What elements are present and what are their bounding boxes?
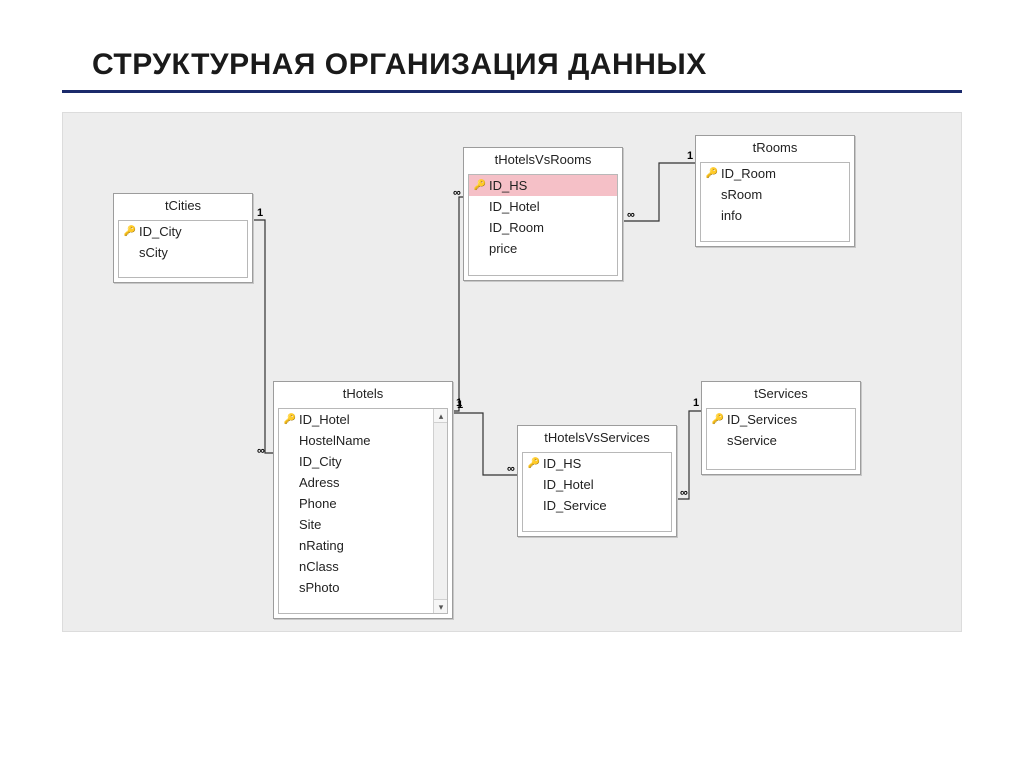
field-name: ID_Room — [721, 166, 776, 181]
field-name: price — [489, 241, 517, 256]
field-row[interactable]: 🔑ID_HS — [523, 453, 671, 474]
field-name: Site — [299, 517, 321, 532]
cardinality-label: ∞ — [625, 209, 637, 221]
field-row[interactable]: ID_Service — [523, 495, 671, 516]
field-row[interactable]: ID_Hotel — [469, 196, 617, 217]
field-row[interactable]: HostelName — [279, 430, 433, 451]
field-list: 🔑ID_HS ID_Hotel ID_Roomprice — [468, 174, 618, 276]
key-icon: 🔑 — [123, 226, 137, 237]
field-name: sRoom — [721, 187, 762, 202]
field-row[interactable]: nClass — [279, 556, 433, 577]
field-row[interactable]: 🔑ID_Services — [707, 409, 855, 430]
field-row[interactable]: sService — [707, 430, 855, 451]
cardinality-label: ∞ — [678, 487, 690, 499]
field-name: sCity — [139, 245, 168, 260]
field-name: nRating — [299, 538, 344, 553]
field-name: ID_HS — [489, 178, 527, 193]
field-row[interactable]: Adress — [279, 472, 433, 493]
field-name: ID_Services — [727, 412, 797, 427]
field-name: nClass — [299, 559, 339, 574]
field-name: Adress — [299, 475, 339, 490]
field-row[interactable]: sPhoto — [279, 577, 433, 598]
cardinality-label: 1 — [685, 150, 695, 162]
field-name: ID_City — [139, 224, 182, 239]
field-name: ID_Hotel — [299, 412, 350, 427]
field-name: info — [721, 208, 742, 223]
field-list: 🔑ID_Room sRoom info — [700, 162, 850, 242]
table-tServices[interactable]: tServices 🔑ID_Services sService — [701, 381, 861, 475]
table-title: tHotelsVsRooms — [464, 148, 622, 170]
field-row[interactable]: sRoom — [701, 184, 849, 205]
scrollbar[interactable]: ▴▾ — [433, 409, 447, 613]
field-row[interactable]: sCity — [119, 242, 247, 263]
field-row[interactable]: nRating — [279, 535, 433, 556]
field-row[interactable]: ID_City — [279, 451, 433, 472]
table-tCities[interactable]: tCities 🔑ID_City sCity — [113, 193, 253, 283]
relationship-line — [253, 220, 273, 453]
field-row[interactable]: info — [701, 205, 849, 226]
field-name: ID_City — [299, 454, 342, 469]
field-row[interactable]: 🔑ID_Room — [701, 163, 849, 184]
er-diagram: tCities🔑ID_CitysCitytHotelsVsRooms🔑ID_HS… — [62, 112, 962, 632]
key-icon: 🔑 — [527, 458, 541, 469]
cardinality-label: ∞ — [451, 187, 463, 199]
table-title: tHotels — [274, 382, 452, 404]
scroll-down-icon[interactable]: ▾ — [434, 599, 448, 613]
table-tHotels[interactable]: tHotels 🔑ID_Hotel HostelName ID_City Adress P… — [273, 381, 453, 619]
field-row[interactable]: Phone — [279, 493, 433, 514]
cardinality-label: 1 — [691, 397, 701, 409]
field-list: 🔑ID_Hotel HostelName ID_City Adress Phone Sit… — [278, 408, 448, 614]
table-title: tRooms — [696, 136, 854, 158]
table-tRooms[interactable]: tRooms 🔑ID_Room sRoom info — [695, 135, 855, 247]
relationship-line — [453, 197, 463, 411]
field-name: ID_Hotel — [489, 199, 540, 214]
table-tHotelsVsServices[interactable]: tHotelsVsServices 🔑ID_HS ID_Hotel ID_Servic… — [517, 425, 677, 537]
cardinality-label: 1 — [255, 207, 265, 219]
key-icon: 🔑 — [283, 414, 297, 425]
table-title: tCities — [114, 194, 252, 216]
cardinality-label: ∞ — [505, 463, 517, 475]
table-title: tHotelsVsServices — [518, 426, 676, 448]
page-title: СТРУКТУРНАЯ ОРГАНИЗАЦИЯ ДАННЫХ — [0, 0, 1024, 90]
field-name: HostelName — [299, 433, 371, 448]
key-icon: 🔑 — [711, 414, 725, 425]
field-name: ID_HS — [543, 456, 581, 471]
field-name: ID_Service — [543, 498, 607, 513]
field-name: ID_Room — [489, 220, 544, 235]
field-row[interactable]: ID_Room — [469, 217, 617, 238]
field-list: 🔑ID_HS ID_Hotel ID_Service — [522, 452, 672, 532]
field-list: 🔑ID_City sCity — [118, 220, 248, 278]
cardinality-label: 1 — [455, 399, 465, 411]
field-name: sService — [727, 433, 777, 448]
field-name: sPhoto — [299, 580, 339, 595]
field-row[interactable]: Site — [279, 514, 433, 535]
title-divider — [62, 90, 962, 93]
key-icon: 🔑 — [705, 168, 719, 179]
field-row[interactable]: price — [469, 238, 617, 259]
cardinality-label: ∞ — [255, 445, 267, 457]
relationship-line — [677, 411, 701, 499]
field-name: Phone — [299, 496, 337, 511]
scroll-up-icon[interactable]: ▴ — [434, 409, 448, 423]
field-name: ID_Hotel — [543, 477, 594, 492]
field-row[interactable]: 🔑ID_Hotel — [279, 409, 433, 430]
field-row[interactable]: ID_Hotel — [523, 474, 671, 495]
table-title: tServices — [702, 382, 860, 404]
field-list: 🔑ID_Services sService — [706, 408, 856, 470]
field-row[interactable]: 🔑ID_HS — [469, 175, 617, 196]
key-icon: 🔑 — [473, 180, 487, 191]
field-row[interactable]: 🔑ID_City — [119, 221, 247, 242]
table-tHotelsVsRooms[interactable]: tHotelsVsRooms 🔑ID_HS ID_Hotel ID_Roomprice — [463, 147, 623, 281]
